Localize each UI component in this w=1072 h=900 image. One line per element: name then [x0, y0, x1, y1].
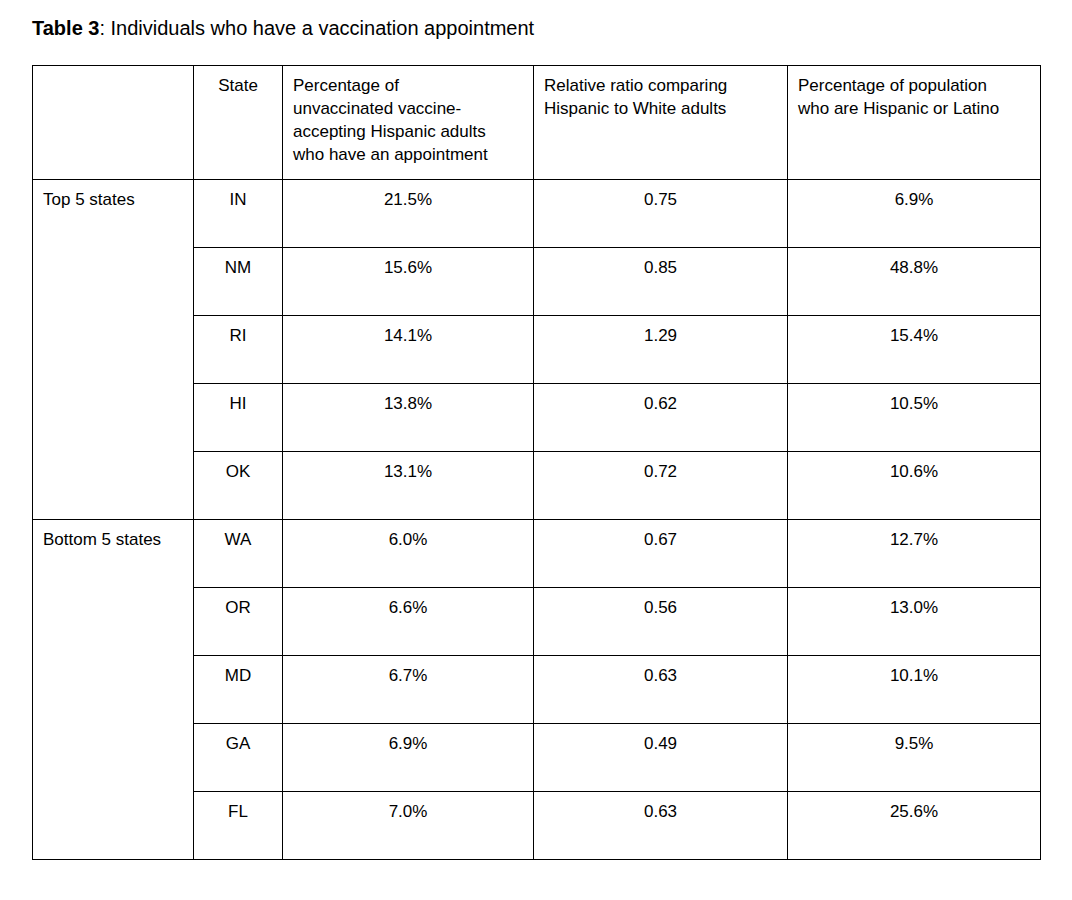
- pct-population-cell: 10.6%: [788, 452, 1041, 520]
- state-cell: FL: [194, 792, 283, 860]
- pct-population-cell: 6.9%: [788, 180, 1041, 248]
- relative-ratio-cell: 0.49: [534, 724, 788, 792]
- pct-appointment-cell: 6.0%: [283, 520, 534, 588]
- table-caption: Table 3: Individuals who have a vaccinat…: [32, 14, 1040, 42]
- pct-appointment-cell: 6.7%: [283, 656, 534, 724]
- header-pct-appointment: Percentage of unvaccinated vaccine- acce…: [283, 66, 534, 180]
- relative-ratio-cell: 0.63: [534, 656, 788, 724]
- pct-population-cell: 25.6%: [788, 792, 1041, 860]
- state-cell: OR: [194, 588, 283, 656]
- pct-population-cell: 48.8%: [788, 248, 1041, 316]
- pct-appointment-cell: 15.6%: [283, 248, 534, 316]
- table-row: Bottom 5 states WA 6.0% 0.67 12.7%: [33, 520, 1041, 588]
- state-cell: WA: [194, 520, 283, 588]
- relative-ratio-cell: 1.29: [534, 316, 788, 384]
- state-cell: GA: [194, 724, 283, 792]
- pct-appointment-cell: 14.1%: [283, 316, 534, 384]
- table-caption-text: : Individuals who have a vaccination app…: [99, 17, 534, 39]
- group-label-top-5: Top 5 states: [33, 180, 194, 520]
- relative-ratio-cell: 0.85: [534, 248, 788, 316]
- header-state: State: [194, 66, 283, 180]
- pct-appointment-cell: 13.1%: [283, 452, 534, 520]
- relative-ratio-cell: 0.56: [534, 588, 788, 656]
- pct-population-cell: 9.5%: [788, 724, 1041, 792]
- pct-population-cell: 13.0%: [788, 588, 1041, 656]
- pct-appointment-cell: 6.9%: [283, 724, 534, 792]
- header-blank: [33, 66, 194, 180]
- header-relative-ratio: Relative ratio comparing Hispanic to Whi…: [534, 66, 788, 180]
- pct-appointment-cell: 21.5%: [283, 180, 534, 248]
- pct-population-cell: 10.1%: [788, 656, 1041, 724]
- pct-appointment-cell: 6.6%: [283, 588, 534, 656]
- header-pct-population: Percentage of population who are Hispani…: [788, 66, 1041, 180]
- pct-population-cell: 10.5%: [788, 384, 1041, 452]
- relative-ratio-cell: 0.75: [534, 180, 788, 248]
- table-row: Top 5 states IN 21.5% 0.75 6.9%: [33, 180, 1041, 248]
- pct-population-cell: 12.7%: [788, 520, 1041, 588]
- state-cell: HI: [194, 384, 283, 452]
- table-caption-number: Table 3: [32, 17, 99, 39]
- header-row: State Percentage of unvaccinated vaccine…: [33, 66, 1041, 180]
- state-cell: MD: [194, 656, 283, 724]
- state-cell: IN: [194, 180, 283, 248]
- state-cell: RI: [194, 316, 283, 384]
- state-cell: NM: [194, 248, 283, 316]
- pct-appointment-cell: 13.8%: [283, 384, 534, 452]
- relative-ratio-cell: 0.67: [534, 520, 788, 588]
- pct-appointment-cell: 7.0%: [283, 792, 534, 860]
- page: Table 3: Individuals who have a vaccinat…: [0, 0, 1072, 900]
- state-cell: OK: [194, 452, 283, 520]
- relative-ratio-cell: 0.63: [534, 792, 788, 860]
- pct-population-cell: 15.4%: [788, 316, 1041, 384]
- vaccination-appointment-table: State Percentage of unvaccinated vaccine…: [32, 65, 1041, 860]
- relative-ratio-cell: 0.72: [534, 452, 788, 520]
- relative-ratio-cell: 0.62: [534, 384, 788, 452]
- group-label-bottom-5: Bottom 5 states: [33, 520, 194, 860]
